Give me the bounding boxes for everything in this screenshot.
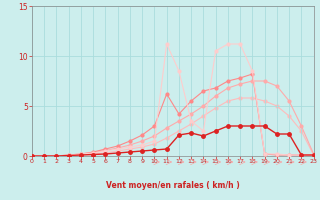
X-axis label: Vent moyen/en rafales ( km/h ): Vent moyen/en rafales ( km/h ) xyxy=(106,181,240,190)
